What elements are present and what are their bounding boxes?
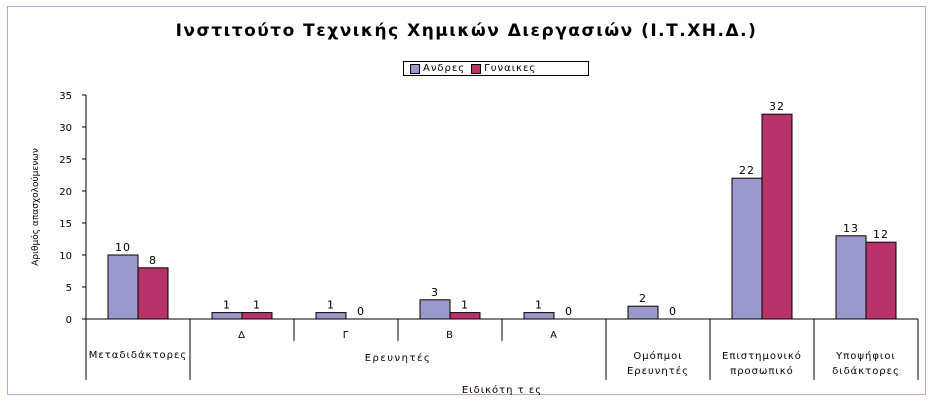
legend-swatch-men [410,63,420,74]
bar-men [211,312,243,320]
data-label-women: 1 [253,299,261,312]
y-tick-label: 20 [59,187,72,198]
x-category-label: Β [446,330,454,341]
x-category-label-line2: διδάκτορες [832,365,900,377]
y-tick-label: 35 [59,91,72,102]
y-tick-label: 25 [59,155,72,166]
x-category-label-line2: Ερευνητές [627,365,689,377]
data-label-men: 1 [327,299,335,312]
x-category-label: Μεταδιδάκτορες [89,349,188,361]
x-group-label: Ερευνητές [365,352,432,364]
legend-label-women: Γυναικες [484,63,537,74]
data-label-women: 8 [149,254,157,267]
data-label-women: 0 [357,305,365,318]
x-category-label-line2: προσωπικό [730,365,794,377]
chart-frame [7,6,926,395]
data-label-women: 0 [565,305,573,318]
bar-men [419,299,451,320]
x-category-label: Α [550,330,558,341]
data-label-men: 1 [223,299,231,312]
data-label-men: 1 [535,299,543,312]
data-label-women: 1 [461,299,469,312]
y-tick-label: 15 [59,219,72,230]
bar-men [315,312,347,320]
bar-women [449,312,481,320]
data-label-women: 32 [769,100,785,113]
bar-women [865,241,897,320]
x-category-label-line1: Υποψήφιοι [835,350,896,362]
y-tick-label: 10 [59,251,72,262]
chart-title: Ινστιτούτο Τεχνικής Χημικών Διεργασιών (… [175,21,758,41]
bar-men [523,312,555,320]
y-tick-label: 5 [66,283,72,294]
bar-women [241,312,273,320]
y-tick-label: 30 [59,123,72,134]
bar-men [627,305,659,320]
x-category-label-line1: Επιστημονικό [722,350,802,362]
legend-item-men: Ανδρες [410,63,465,74]
data-label-women: 12 [873,228,889,241]
data-label-men: 2 [639,292,647,305]
bar-men [835,235,867,320]
bar-women [137,267,169,320]
bar-men [107,254,139,320]
legend-item-women: Γυναικες [471,63,536,74]
data-label-men: 13 [843,222,859,235]
x-category-label-line1: Ομόπμοι [633,350,682,362]
bar-men [731,177,763,320]
legend-swatch-women [471,63,482,74]
data-label-women: 0 [669,305,677,318]
bar-women [761,113,793,320]
data-label-men: 22 [739,164,755,177]
data-label-men: 10 [115,241,131,254]
y-tick-label: 0 [66,315,72,326]
y-axis-title: Αριθμός απασχολούμενων [30,148,41,266]
x-category-label: Γ [343,330,350,341]
x-category-label: Δ [238,330,246,341]
legend: Ανδρες Γυναικες [403,61,589,76]
x-axis-title: Ειδικότη τ ες [462,384,542,396]
legend-label-men: Ανδρες [423,63,466,74]
data-label-men: 3 [431,286,439,299]
